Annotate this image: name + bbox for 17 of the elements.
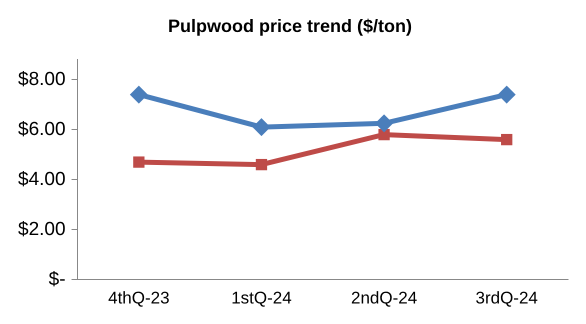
point xyxy=(133,156,145,168)
point xyxy=(252,118,270,136)
y-tick-label: $2.00 xyxy=(18,218,66,240)
x-tick-label: 4thQ-23 xyxy=(108,288,170,308)
point xyxy=(130,86,148,104)
point xyxy=(256,158,268,170)
y-tick-label: $- xyxy=(48,268,66,290)
x-tick-label: 2ndQ-24 xyxy=(350,288,418,308)
y-tick-label: $8.00 xyxy=(18,68,66,90)
y-tick-label: $6.00 xyxy=(18,118,66,140)
x-tick-label: 1stQ-24 xyxy=(231,288,292,308)
point xyxy=(378,128,390,140)
y-tick-label: $4.00 xyxy=(18,168,66,190)
point xyxy=(501,134,512,146)
x-tick-label: 3rdQ-24 xyxy=(476,288,538,308)
point xyxy=(498,86,516,104)
chart-title: Pulpwood price trend ($/ton) xyxy=(168,16,412,36)
